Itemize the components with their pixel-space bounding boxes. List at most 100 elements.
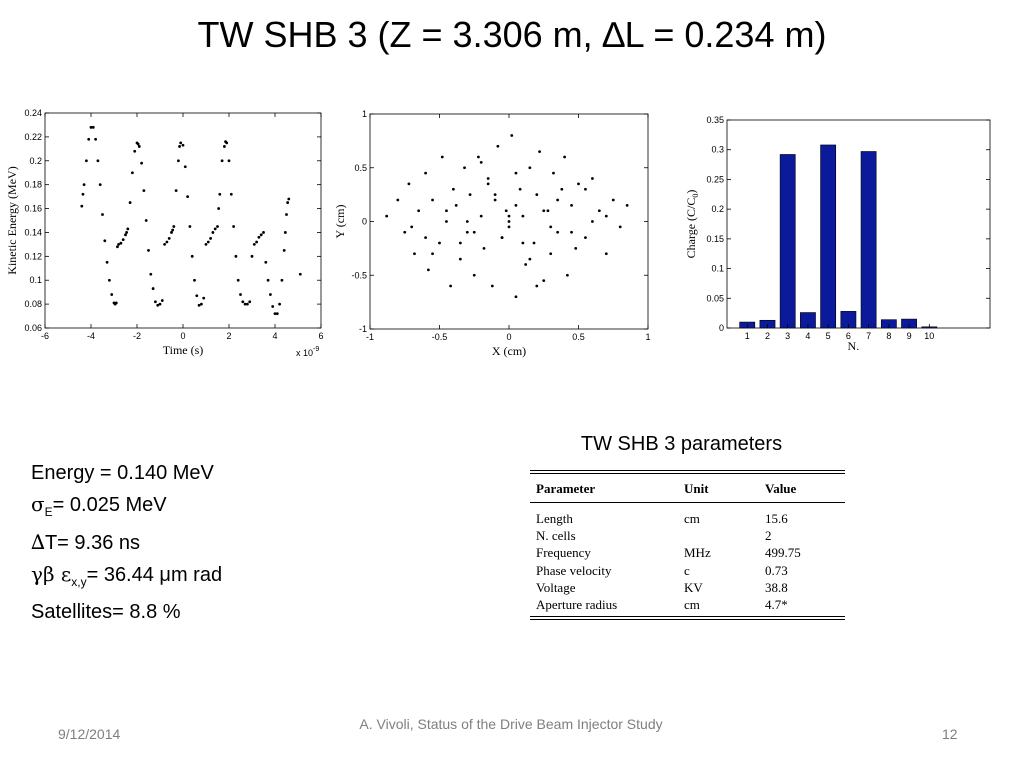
cell-parameter: N. cells [536, 528, 576, 544]
data-point [591, 220, 594, 223]
data-point [217, 207, 221, 210]
data-point [524, 263, 528, 266]
data-point [584, 236, 587, 240]
data-point [445, 220, 448, 223]
data-point [286, 201, 290, 204]
y-tick-label: 0.25 [706, 174, 724, 184]
data-point [542, 209, 546, 213]
data-point [604, 252, 608, 256]
emittance-symbol: γβ ε [31, 561, 72, 586]
data-point [618, 225, 622, 229]
data-point [178, 145, 181, 148]
data-point [604, 214, 608, 218]
data-point [163, 242, 167, 246]
data-point [186, 195, 190, 199]
satellites-stat: Satellites= 8.8 % [31, 601, 181, 623]
x-multiplier-exponent: -9 [313, 346, 319, 353]
sigma-subscript: E [44, 504, 53, 519]
data-point [556, 198, 560, 202]
energy-time-chart: -6 -4 -2 0 2 4 6 0.06 0.08 0.1 0.12 0.14 0.16 0.18 0.2… [0, 100, 340, 370]
y-tick-label: -0.5 [351, 270, 367, 280]
data-point [117, 242, 120, 246]
x-axis-label: Time (s) [163, 343, 204, 357]
data-point [472, 273, 476, 277]
data-point [156, 303, 160, 307]
data-point [597, 209, 601, 213]
table-header-row: Parameter Unit Value [530, 474, 845, 502]
data-point [216, 225, 219, 228]
delta-t-value: T= 9.36 ns [44, 532, 141, 554]
data-point [257, 235, 261, 239]
data-point [458, 257, 462, 261]
header-unit: Unit [684, 481, 709, 496]
data-point [128, 201, 132, 204]
data-point [172, 225, 176, 228]
y-axis-label: Y (cm) [333, 205, 347, 239]
data-point [407, 182, 411, 186]
x-multiplier: x 10-9 [296, 346, 319, 358]
data-point [577, 182, 580, 186]
y-tick-label: 0.1 [711, 264, 724, 274]
x-tick-label: 0.5 [572, 332, 585, 342]
data-point [188, 225, 192, 228]
data-point [202, 296, 206, 300]
data-point [496, 144, 500, 148]
data-point [85, 159, 88, 163]
table-bottom-rule [530, 616, 845, 618]
data-point [424, 171, 427, 175]
data-point [440, 155, 444, 159]
data-point [413, 252, 416, 256]
data-point [468, 193, 472, 197]
data-point [239, 293, 242, 296]
y-tick-label: 0.12 [24, 251, 42, 261]
cell-parameter: Aperture radius [536, 597, 618, 613]
footer-page-number: 12 [942, 726, 958, 742]
data-point [167, 237, 171, 240]
xy-distribution-chart: -1 -0.5 0 0.5 1 -1 -0.5 0 0.5 1 X (cm) Y (cm) [330, 100, 670, 370]
data-point [266, 278, 270, 282]
cell-value: 15.6 [765, 511, 788, 526]
emittance-stat: γβ εx,y= 36.44 μm rad [31, 559, 222, 598]
cell-value: 38.8 [765, 579, 788, 595]
data-point [521, 214, 525, 218]
data-point [528, 257, 532, 261]
table-top-rule [530, 470, 845, 471]
y-tick-label: 0.16 [24, 204, 42, 214]
slide-title: TW SHB 3 (Z = 3.306 m, ∆L = 0.234 m) [197, 14, 827, 55]
data-point [218, 192, 222, 196]
data-point [227, 159, 231, 163]
data-point [549, 252, 553, 256]
y-tick-label: 0.35 [706, 115, 724, 125]
y-axis-label-sub: 0 [691, 194, 700, 198]
data-point [246, 302, 249, 306]
plot-frame [44, 112, 322, 329]
x-tick-label: 4 [805, 331, 810, 341]
data-point [264, 260, 268, 264]
data-point [285, 213, 288, 216]
data-point [611, 198, 615, 202]
data-point [563, 155, 566, 159]
energy-time-plot: -6 -4 -2 0 2 4 6 0.06 0.08 0.1 0.12 0.14 0.16 0.18 0.2… [5, 108, 324, 358]
y-axis-label: Charge (C/C0) [684, 190, 700, 259]
x-tick-label: 3 [785, 331, 790, 341]
cell-value: 499.75 [765, 545, 801, 561]
data-point [280, 278, 284, 282]
data-point [298, 272, 302, 276]
data-point [190, 254, 194, 258]
data-point [209, 237, 213, 240]
data-point [493, 193, 497, 197]
x-multiplier-base: x 10 [296, 348, 313, 358]
data-point [278, 302, 281, 306]
delta-symbol: ∆ [31, 530, 45, 554]
data-point [528, 166, 532, 170]
y-tick-label: 0.3 [711, 145, 724, 155]
y-axis-label-end: ) [684, 190, 698, 194]
data-point [493, 198, 497, 202]
data-point [542, 279, 546, 283]
data-point [82, 183, 86, 187]
bar [860, 151, 877, 329]
x-tick-label: 8 [886, 331, 891, 341]
cell-value: 2 [765, 528, 772, 544]
data-point [89, 125, 93, 129]
footer-date: 9/12/2014 [58, 726, 121, 742]
